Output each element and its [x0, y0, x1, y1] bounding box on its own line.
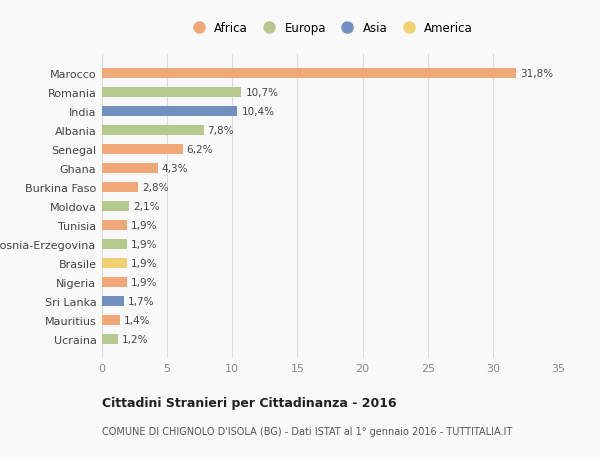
Bar	[102, 69, 517, 79]
Text: 4,3%: 4,3%	[162, 164, 188, 174]
Bar	[102, 334, 118, 344]
Text: COMUNE DI CHIGNOLO D'ISOLA (BG) - Dati ISTAT al 1° gennaio 2016 - TUTTITALIA.IT: COMUNE DI CHIGNOLO D'ISOLA (BG) - Dati I…	[102, 426, 512, 436]
Text: 1,9%: 1,9%	[131, 240, 157, 249]
Bar	[102, 202, 130, 212]
Text: 1,9%: 1,9%	[131, 258, 157, 269]
Text: 1,2%: 1,2%	[122, 334, 148, 344]
Text: Cittadini Stranieri per Cittadinanza - 2016: Cittadini Stranieri per Cittadinanza - 2…	[102, 396, 397, 409]
Bar	[102, 258, 127, 269]
Text: 1,9%: 1,9%	[131, 277, 157, 287]
Text: 1,7%: 1,7%	[128, 296, 155, 306]
Bar	[102, 163, 158, 174]
Bar	[102, 220, 127, 231]
Text: 10,4%: 10,4%	[241, 107, 274, 117]
Text: 31,8%: 31,8%	[520, 69, 553, 79]
Text: 6,2%: 6,2%	[187, 145, 213, 155]
Bar	[102, 145, 183, 155]
Legend: Africa, Europa, Asia, America: Africa, Europa, Asia, America	[184, 18, 476, 39]
Bar	[102, 126, 203, 136]
Bar	[102, 315, 120, 325]
Text: 2,8%: 2,8%	[142, 183, 169, 193]
Bar	[102, 88, 241, 98]
Text: 10,7%: 10,7%	[245, 88, 278, 98]
Bar	[102, 182, 139, 193]
Bar	[102, 106, 238, 117]
Bar	[102, 277, 127, 287]
Text: 2,1%: 2,1%	[133, 202, 160, 212]
Text: 7,8%: 7,8%	[208, 126, 234, 136]
Text: 1,9%: 1,9%	[131, 220, 157, 230]
Bar	[102, 239, 127, 250]
Text: 1,4%: 1,4%	[124, 315, 151, 325]
Bar	[102, 296, 124, 307]
